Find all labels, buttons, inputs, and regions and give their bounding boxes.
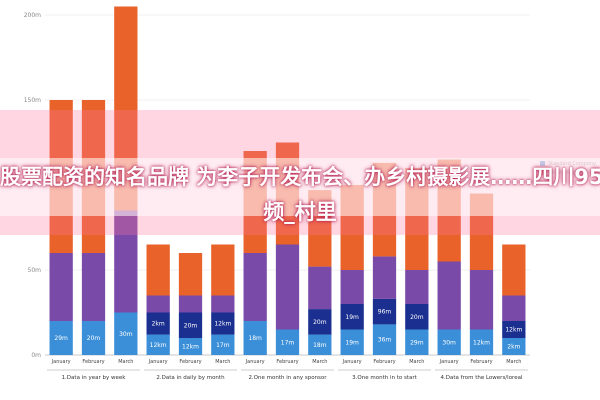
bar-value-label: 29m (54, 335, 68, 342)
x-tick-label: March (312, 359, 327, 365)
bar-segment (49, 253, 73, 321)
bar-segment (114, 210, 138, 313)
bar-value-label: 17m (281, 339, 295, 346)
bar-segment (340, 270, 364, 304)
x-tick-label: March (409, 359, 424, 365)
bar-segment (308, 309, 332, 335)
banner-headline: 股票配资的知名品牌 为李子开发布会、办乡村摄影展……四川95后青年的6年乡村实验… (0, 160, 600, 230)
bar-segment (502, 321, 526, 338)
bar-segment (178, 253, 203, 296)
bar-segment (146, 295, 170, 313)
x-tick-label: March (506, 359, 521, 365)
bar-segment (308, 266, 332, 310)
y-tick-label: 0m (31, 352, 41, 359)
x-tick-label: February (470, 359, 492, 365)
bar-value-label: 12km (150, 342, 167, 349)
bar-value-label: 17m (216, 342, 230, 349)
bar-segment (405, 329, 429, 355)
bar-segment (81, 253, 106, 321)
x-tick-label: February (82, 359, 104, 365)
bar-value-label: 30m (442, 339, 456, 346)
bar-segment (49, 321, 73, 355)
bar-segment (146, 334, 170, 355)
x-tick-label: January (342, 359, 362, 365)
bar-value-label: 20m (184, 322, 198, 329)
bar-segment (178, 312, 203, 338)
bar-segment (243, 321, 267, 355)
x-tick-label: January (245, 359, 265, 365)
bar-value-label: 20m (410, 314, 424, 321)
bar-value-label: 20m (87, 335, 101, 342)
bar-value-label: 18m (248, 335, 262, 342)
bar-segment (308, 334, 332, 355)
group-label: 2.One month in any sponsor (248, 375, 327, 381)
x-tick-label: February (373, 359, 395, 365)
bar-value-label: 12km (473, 339, 490, 346)
y-tick-label: 50m (28, 267, 42, 274)
banner-line-1: 股票配资的知名品牌 为李子开发布会、办乡村摄影展……四川95后青年的6年乡村实验… (0, 165, 600, 189)
text-backdrop (0, 158, 600, 216)
group-label: 2.Data in daily by month (156, 375, 225, 381)
group-label: 3.One month in to start (352, 375, 417, 381)
bar-segment (405, 304, 429, 330)
bar-value-label: 19m (345, 314, 359, 321)
x-tick-label: January (148, 359, 168, 365)
banner-line-2: 频_村里 (263, 200, 337, 224)
bar-segment (178, 295, 203, 313)
bar-value-label: 96m (378, 309, 392, 316)
group-label: 4.Data from the Lowers/loreal (441, 375, 523, 381)
bar-segment (502, 244, 526, 296)
bar-value-label: 30m (119, 331, 133, 338)
bar-value-label: 20m (313, 319, 327, 326)
bar-segment (469, 270, 494, 330)
bar-segment (372, 324, 397, 355)
x-tick-label: March (118, 359, 133, 365)
bar-segment (81, 321, 106, 355)
x-tick-label: March (215, 359, 230, 365)
bar-segment (502, 295, 526, 321)
bar-segment (275, 329, 300, 355)
bar-segment (211, 295, 235, 313)
bar-segment (372, 298, 397, 325)
bar-segment (340, 329, 364, 355)
x-tick-label: January (439, 359, 459, 365)
bar-segment (437, 261, 461, 330)
bar-segment (146, 244, 170, 296)
bar-segment (372, 256, 397, 299)
bar-segment (211, 244, 235, 296)
bar-segment (114, 312, 138, 355)
x-axis-labels: January February March January February March… (51, 359, 522, 365)
bar-segment (146, 312, 170, 335)
x-tick-label: January (51, 359, 71, 365)
bar-segment (405, 270, 429, 304)
bar-value-label: 12km (505, 327, 522, 334)
bar-value-label: 2km (507, 344, 520, 351)
bar-segment (211, 312, 235, 335)
bar-value-label: 12km (214, 321, 231, 328)
x-tick-label: February (276, 359, 298, 365)
bar-segment (243, 253, 267, 321)
bar-value-label: 2km (152, 321, 165, 328)
bar-segment (340, 304, 364, 330)
group-labels: 1.Data in year by week 2.Data in daily by… (47, 369, 528, 381)
bar-segment (211, 334, 235, 355)
x-tick-label: February (179, 359, 201, 365)
bar-value-label: 19m (345, 339, 359, 346)
bar-value-label: 18m (313, 342, 327, 349)
bar-value-label: 36m (378, 337, 392, 344)
group-label: 1.Data in year by week (62, 375, 127, 381)
y-tick-label: 200m (24, 12, 41, 19)
bar-value-label: 12km (182, 344, 199, 351)
bar-segment (437, 329, 461, 355)
bar-value-label: 29m (410, 339, 424, 346)
bar-segment (275, 244, 300, 330)
y-tick-label: 150m (24, 97, 41, 104)
bar-segment (469, 329, 494, 355)
bar-segment (178, 338, 203, 355)
bar-segment (502, 338, 526, 355)
